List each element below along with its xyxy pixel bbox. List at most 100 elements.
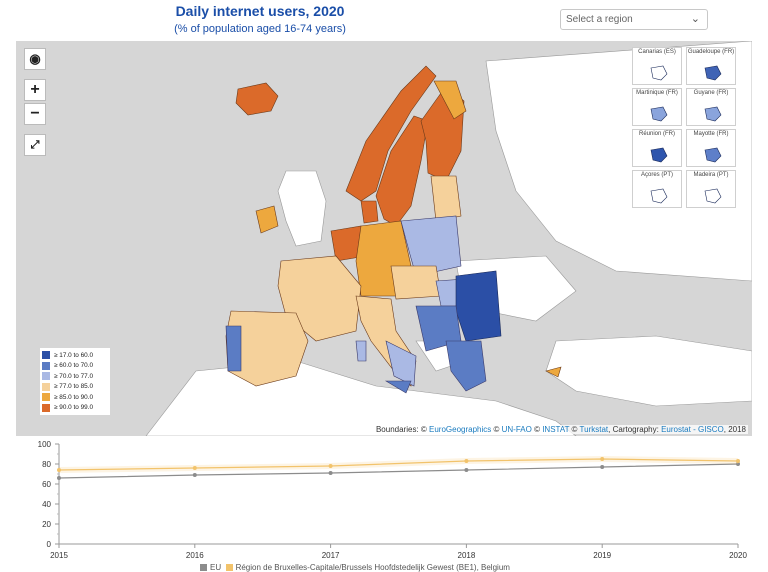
- series-point: [736, 459, 740, 463]
- page-subtitle: (% of population aged 16-74 years): [174, 23, 346, 35]
- credit-link-gisco[interactable]: Eurostat - GISCO: [661, 425, 724, 434]
- credit-text: Boundaries: ©: [375, 425, 430, 434]
- inset-label: Guadeloupe (FR): [687, 49, 735, 55]
- turkey-land: [545, 335, 752, 407]
- legend-row: ≥ 60.0 to 70.0: [42, 361, 108, 372]
- x-tick-label: 2020: [729, 551, 747, 560]
- cyprus: [545, 366, 562, 378]
- credit-text: , 2018: [723, 425, 746, 434]
- russia-land: [485, 41, 752, 282]
- credit-sep: ©: [531, 425, 543, 434]
- inset-shape: [650, 188, 668, 204]
- series-point: [192, 473, 197, 477]
- inset-map[interactable]: Mayotte (FR): [686, 129, 736, 167]
- inset-label: Guyane (FR): [693, 90, 729, 96]
- legend-swatch: [42, 382, 50, 391]
- greece: [445, 340, 487, 392]
- map-credit: Boundaries: © EuroGeographics © UN-FAO ©…: [373, 425, 748, 434]
- legend-swatch: [42, 393, 50, 402]
- region-select[interactable]: Select a region ⌄: [560, 9, 708, 30]
- inset-shape: [650, 147, 668, 163]
- inset-shape: [704, 147, 722, 163]
- series-point: [600, 465, 605, 469]
- zoom-in-button[interactable]: +: [24, 79, 46, 101]
- inset-label: Açores (PT): [640, 172, 673, 178]
- sweden: [375, 115, 429, 227]
- legend-row: ≥ 70.0 to 77.0: [42, 371, 108, 382]
- series-line: [58, 458, 739, 471]
- sardinia: [355, 340, 367, 362]
- sicily: [384, 380, 412, 394]
- inset-label: Réunion (FR): [638, 131, 675, 137]
- globe-icon: ◉: [29, 51, 41, 66]
- inset-map[interactable]: Canarias (ES): [632, 47, 682, 85]
- series-point: [736, 462, 740, 466]
- chevron-down-icon: ⌄: [690, 13, 700, 25]
- series-point: [57, 476, 61, 480]
- legend-label: ≥ 60.0 to 70.0: [54, 362, 94, 370]
- credit-link-instat[interactable]: INSTAT: [542, 425, 570, 434]
- expand-icon: ⤢: [30, 139, 40, 151]
- legend-label: ≥ 70.0 to 77.0: [54, 372, 94, 380]
- legend-row: ≥ 85.0 to 90.0: [42, 392, 108, 403]
- page-title: Daily internet users, 2020: [175, 3, 345, 19]
- finland-north: [433, 80, 467, 120]
- y-tick-label: 60: [42, 480, 51, 489]
- credit-sep: ©: [569, 425, 580, 434]
- zoom-out-button[interactable]: −: [24, 103, 46, 125]
- series-point: [328, 464, 333, 468]
- legend-label: ≥ 85.0 to 90.0: [54, 393, 94, 401]
- series-point: [464, 459, 469, 463]
- legend-label: ≥ 17.0 to 60.0: [54, 351, 94, 359]
- inset-map[interactable]: Madeira (PT): [686, 170, 736, 208]
- y-tick-label: 40: [42, 500, 51, 509]
- legend-label-eu[interactable]: EU: [210, 563, 222, 572]
- series-line: [58, 463, 739, 479]
- iceland: [235, 82, 279, 116]
- inset-shape: [704, 65, 722, 81]
- globe-button[interactable]: ◉: [24, 48, 46, 70]
- x-tick-label: 2016: [186, 551, 204, 560]
- legend-swatch: [42, 351, 50, 360]
- series-point: [57, 468, 61, 472]
- x-tick-label: 2015: [50, 551, 68, 560]
- czechia-austria: [390, 265, 442, 300]
- x-tick-label: 2018: [458, 551, 476, 560]
- portugal: [225, 325, 242, 372]
- inset-map[interactable]: Açores (PT): [632, 170, 682, 208]
- uk-land: [277, 170, 327, 247]
- y-tick-label: 100: [38, 440, 52, 449]
- credit-sep: ©: [491, 425, 502, 434]
- map-panel[interactable]: ◉ + − ⤢ Canarias (ES) Guadeloupe (FR) Mart…: [16, 41, 752, 436]
- legend-swatch: [42, 372, 50, 381]
- x-tick-label: 2019: [593, 551, 611, 560]
- legend-label: ≥ 90.0 to 99.0: [54, 404, 94, 412]
- inset-map[interactable]: Guadeloupe (FR): [686, 47, 736, 85]
- credit-link-eurogeographics[interactable]: EuroGeographics: [429, 425, 492, 434]
- x-tick-label: 2017: [322, 551, 340, 560]
- inset-shape: [650, 106, 668, 122]
- line-chart: 0 20 40 60 80 100 2015 2016 2017 2018 2019 2020: [38, 440, 748, 560]
- legend-swatch-region: [225, 564, 233, 572]
- baltics: [430, 175, 462, 222]
- iberia: [225, 310, 309, 387]
- inset-map[interactable]: Guyane (FR): [686, 88, 736, 126]
- europe-map[interactable]: [16, 41, 752, 436]
- region-select-value: Select a region: [566, 14, 633, 25]
- series-point: [192, 466, 197, 470]
- y-tick-label: 0: [47, 540, 52, 549]
- fullscreen-button[interactable]: ⤢: [24, 134, 46, 156]
- inset-map[interactable]: Martinique (FR): [632, 88, 682, 126]
- series-point: [600, 457, 605, 461]
- series-point: [328, 471, 333, 475]
- y-tick-label: 20: [42, 520, 51, 529]
- chart-legend: EU Région de Bruxelles-Capitale/Brussels…: [200, 563, 510, 572]
- inset-label: Mayotte (FR): [693, 131, 729, 137]
- inset-shape: [650, 65, 668, 81]
- legend-label-region[interactable]: Région de Bruxelles-Capitale/Brussels Ho…: [235, 563, 510, 572]
- credit-link-unfao[interactable]: UN-FAO: [501, 425, 532, 434]
- inset-map[interactable]: Réunion (FR): [632, 129, 682, 167]
- legend-swatch: [42, 403, 50, 412]
- poland: [400, 215, 462, 277]
- credit-link-turkstat[interactable]: Turkstat: [579, 425, 609, 434]
